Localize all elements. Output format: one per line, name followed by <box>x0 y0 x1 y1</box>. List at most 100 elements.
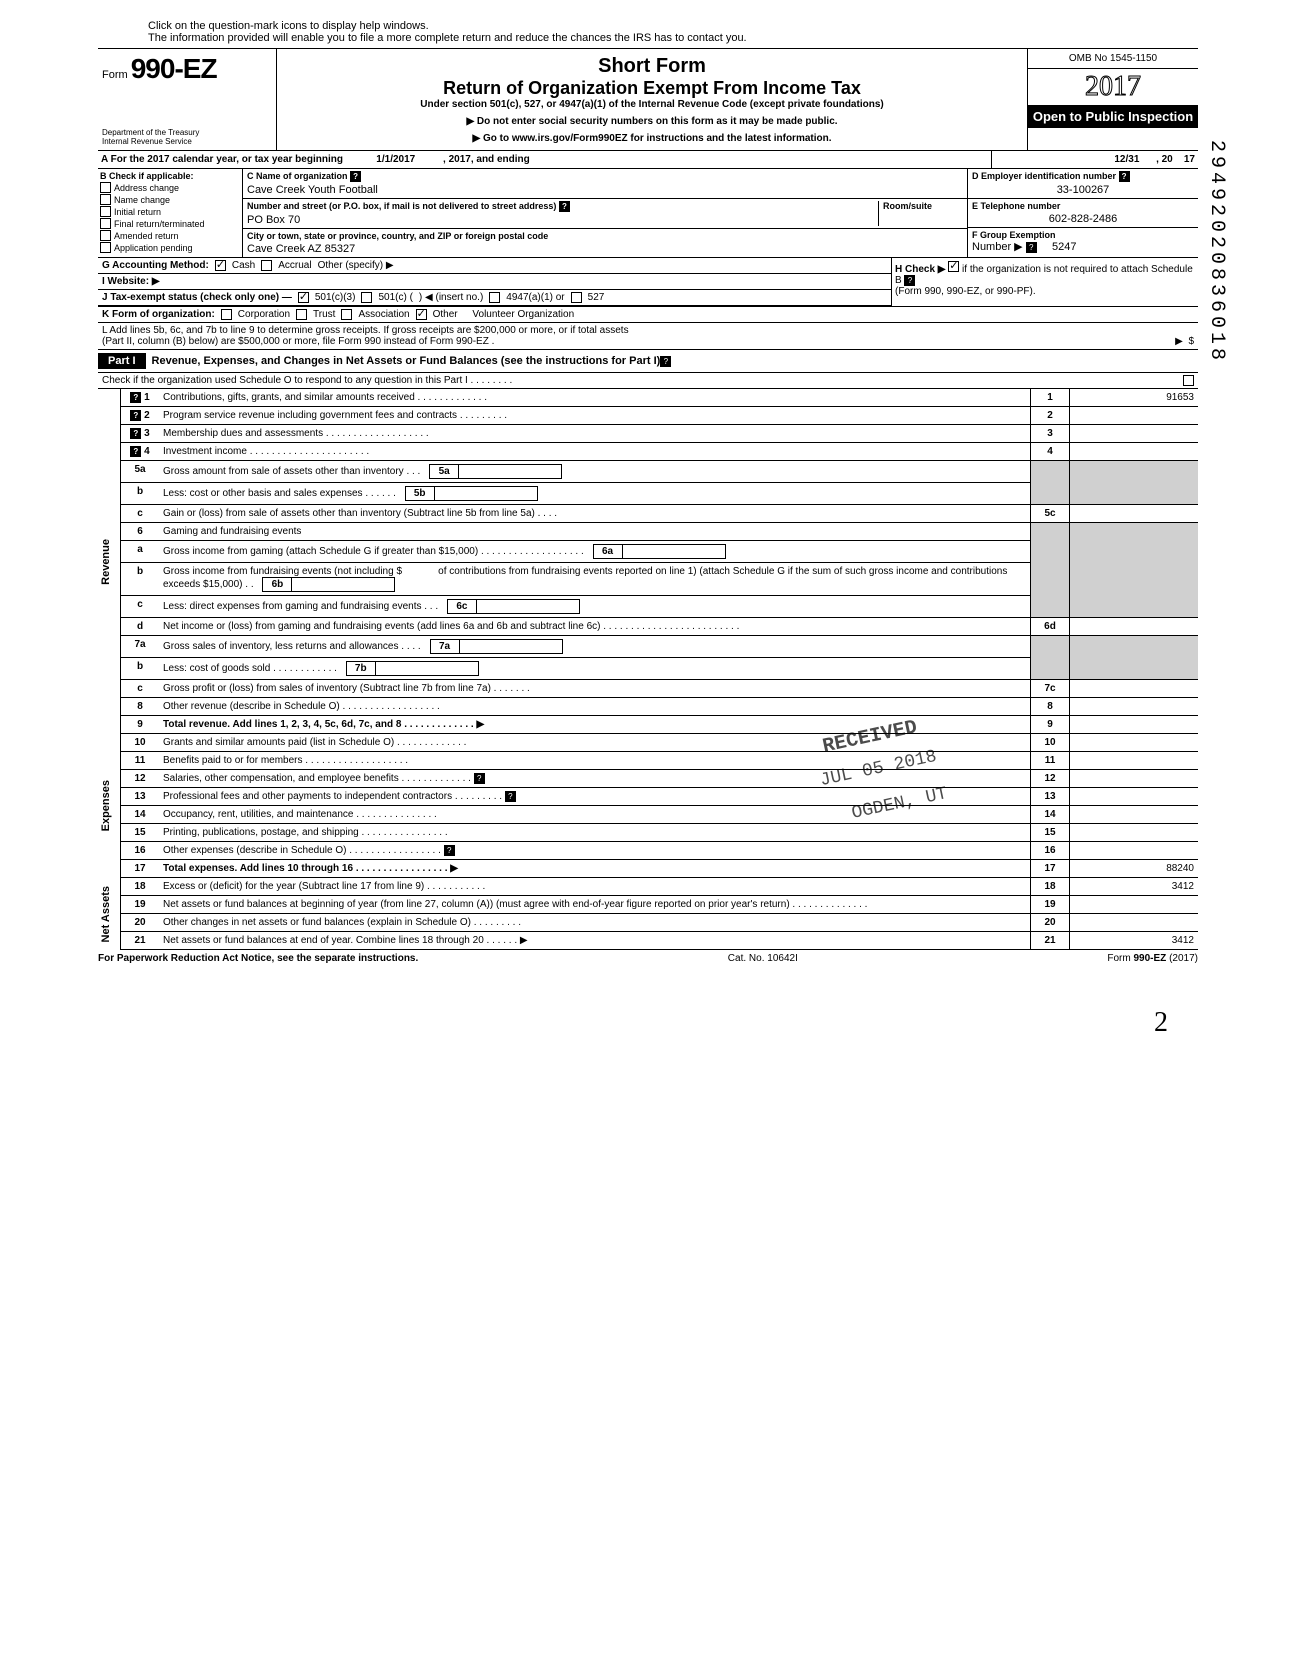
c-name-label: C Name of organization <box>247 171 348 181</box>
row-a: A For the 2017 calendar year, or tax yea… <box>98 151 1198 169</box>
line-11: 11Benefits paid to or for members . . . … <box>121 752 1198 770</box>
end-month: 12/31 <box>1114 154 1139 165</box>
chk-amended-return[interactable]: Amended return <box>100 230 240 241</box>
short-form-title: Short Form <box>287 55 1017 78</box>
line-5a: 5a Gross amount from sale of assets othe… <box>121 461 1198 483</box>
l-line2: (Part II, column (B) below) are $500,000… <box>102 336 494 347</box>
header-right: OMB No 1545-1150 2017 Open to Public Ins… <box>1027 49 1198 150</box>
end-year: 17 <box>1184 154 1195 165</box>
chk-accrual[interactable] <box>261 260 272 271</box>
help-icon[interactable]: ? <box>444 845 455 856</box>
other-specify-label: Other (specify) ▶ <box>318 260 394 271</box>
year-text: 2017 <box>1085 71 1141 102</box>
part1-check-text: Check if the organization used Schedule … <box>102 375 512 386</box>
line-3: ? 3 Membership dues and assessments . . … <box>121 425 1198 443</box>
j-label: J Tax-exempt status (check only one) — <box>102 292 292 303</box>
expenses-section: Expenses 10Grants and similar amounts pa… <box>98 734 1198 878</box>
chk-application-pending[interactable]: Application pending <box>100 242 240 253</box>
l-line1: L Add lines 5b, 6c, and 7b to line 9 to … <box>102 325 1194 336</box>
chk-initial-return[interactable]: Initial return <box>100 206 240 217</box>
line-17: 17Total expenses. Add lines 10 through 1… <box>121 860 1198 878</box>
l-dollar: $ <box>1188 336 1194 347</box>
line-16: 16Other expenses (describe in Schedule O… <box>121 842 1198 860</box>
tax-year: 2017 <box>1028 69 1198 105</box>
chk-schedule-b[interactable] <box>948 261 959 272</box>
line-5c: c Gain or (loss) from sale of assets oth… <box>121 505 1198 523</box>
line-20: 20Other changes in net assets or fund ba… <box>121 914 1198 932</box>
j-opt3: 4947(a)(1) or <box>506 292 564 303</box>
section-bcdef: B Check if applicable: Address change Na… <box>98 169 1198 258</box>
help-icon[interactable]: ? <box>505 791 516 802</box>
l-arrow: ▶ <box>1175 336 1183 347</box>
footer-right: Form 990-EZ (2017) <box>1107 953 1198 964</box>
header-center: Short Form Return of Organization Exempt… <box>277 49 1027 150</box>
help-icon[interactable]: ? <box>559 201 570 212</box>
row-l: L Add lines 5b, 6c, and 7b to line 9 to … <box>98 323 1198 350</box>
org-name: Cave Creek Youth Football <box>247 184 963 196</box>
row-a-mid: , 2017, and ending <box>443 154 530 165</box>
chk-final-return[interactable]: Final return/terminated <box>100 218 240 229</box>
street-value: PO Box 70 <box>247 214 878 226</box>
accrual-label: Accrual <box>278 260 311 271</box>
hint-line1: Click on the question-mark icons to disp… <box>148 20 1198 32</box>
line-14: 14Occupancy, rent, utilities, and mainte… <box>121 806 1198 824</box>
chk-501c3[interactable] <box>298 292 309 303</box>
chk-527[interactable] <box>571 292 582 303</box>
k-label: K Form of organization: <box>102 309 215 320</box>
part1-check-line: Check if the organization used Schedule … <box>98 373 1198 389</box>
revenue-table: ? 1 Contributions, gifts, grants, and si… <box>121 389 1198 734</box>
revenue-section: Revenue ? 1 Contributions, gifts, grants… <box>98 389 1198 734</box>
form-number: 990-EZ <box>131 53 217 84</box>
help-icon[interactable]: ? <box>130 428 141 439</box>
footer-center: Cat. No. 10642I <box>728 953 798 964</box>
section-def: D Employer identification number ? 33-10… <box>967 169 1198 257</box>
chk-other-org[interactable] <box>416 309 427 320</box>
h-form-text: (Form 990, 990-EZ, or 990-PF). <box>895 286 1036 297</box>
line-21-value: 3412 <box>1070 932 1199 950</box>
chk-501c[interactable] <box>361 292 372 303</box>
k-other-value: Volunteer Organization <box>472 309 574 320</box>
section-b-label: B Check if applicable: <box>100 171 240 181</box>
line-6d: d Net income or (loss) from gaming and f… <box>121 618 1198 636</box>
c-city-label: City or town, state or province, country… <box>247 231 963 241</box>
form-footer: For Paperwork Reduction Act Notice, see … <box>98 950 1198 967</box>
chk-association[interactable] <box>341 309 352 320</box>
form-label: Form <box>102 69 128 81</box>
k-assoc: Association <box>358 309 409 320</box>
part1-title: Revenue, Expenses, and Changes in Net As… <box>152 355 661 367</box>
help-icon[interactable]: ? <box>130 392 141 403</box>
k-corp: Corporation <box>238 309 290 320</box>
chk-name-change[interactable]: Name change <box>100 194 240 205</box>
open-public-label: Open to Public Inspection <box>1028 105 1198 128</box>
chk-address-change[interactable]: Address change <box>100 182 240 193</box>
chk-corporation[interactable] <box>221 309 232 320</box>
help-icon[interactable]: ? <box>130 446 141 457</box>
chk-trust[interactable] <box>296 309 307 320</box>
cash-label: Cash <box>232 260 255 271</box>
netassets-table: 18Excess or (deficit) for the year (Subt… <box>121 878 1198 950</box>
chk-cash[interactable] <box>215 260 226 271</box>
help-icon[interactable]: ? <box>1026 242 1037 253</box>
line-1: ? 1 Contributions, gifts, grants, and si… <box>121 389 1198 407</box>
arrow-line2: ▶ Go to www.irs.gov/Form990EZ for instru… <box>287 133 1017 144</box>
ein-value: 33-100267 <box>972 184 1194 196</box>
help-icon[interactable]: ? <box>474 773 485 784</box>
help-icon[interactable]: ? <box>350 171 361 182</box>
footer-left: For Paperwork Reduction Act Notice, see … <box>98 953 418 964</box>
help-icon[interactable]: ? <box>660 356 671 367</box>
f-label: F Group Exemption <box>972 230 1194 240</box>
chk-4947[interactable] <box>489 292 500 303</box>
row-a-end: 12/31 , 20 17 <box>991 151 1198 168</box>
h-label: H Check ▶ <box>895 264 945 275</box>
part1-label: Part I <box>98 353 146 369</box>
help-icon[interactable]: ? <box>1119 171 1130 182</box>
help-icon[interactable]: ? <box>130 410 141 421</box>
netassets-label: Net Assets <box>100 886 118 942</box>
row-h: H Check ▶ if the organization is not req… <box>891 258 1198 306</box>
help-icon[interactable]: ? <box>904 275 915 286</box>
city-value: Cave Creek AZ 85327 <box>247 243 963 255</box>
form-header: Form 990-EZ Department of the Treasury I… <box>98 48 1198 151</box>
chk-schedule-o[interactable] <box>1183 375 1194 386</box>
expenses-label: Expenses <box>100 780 118 831</box>
line-4: ? 4 Investment income . . . . . . . . . … <box>121 443 1198 461</box>
